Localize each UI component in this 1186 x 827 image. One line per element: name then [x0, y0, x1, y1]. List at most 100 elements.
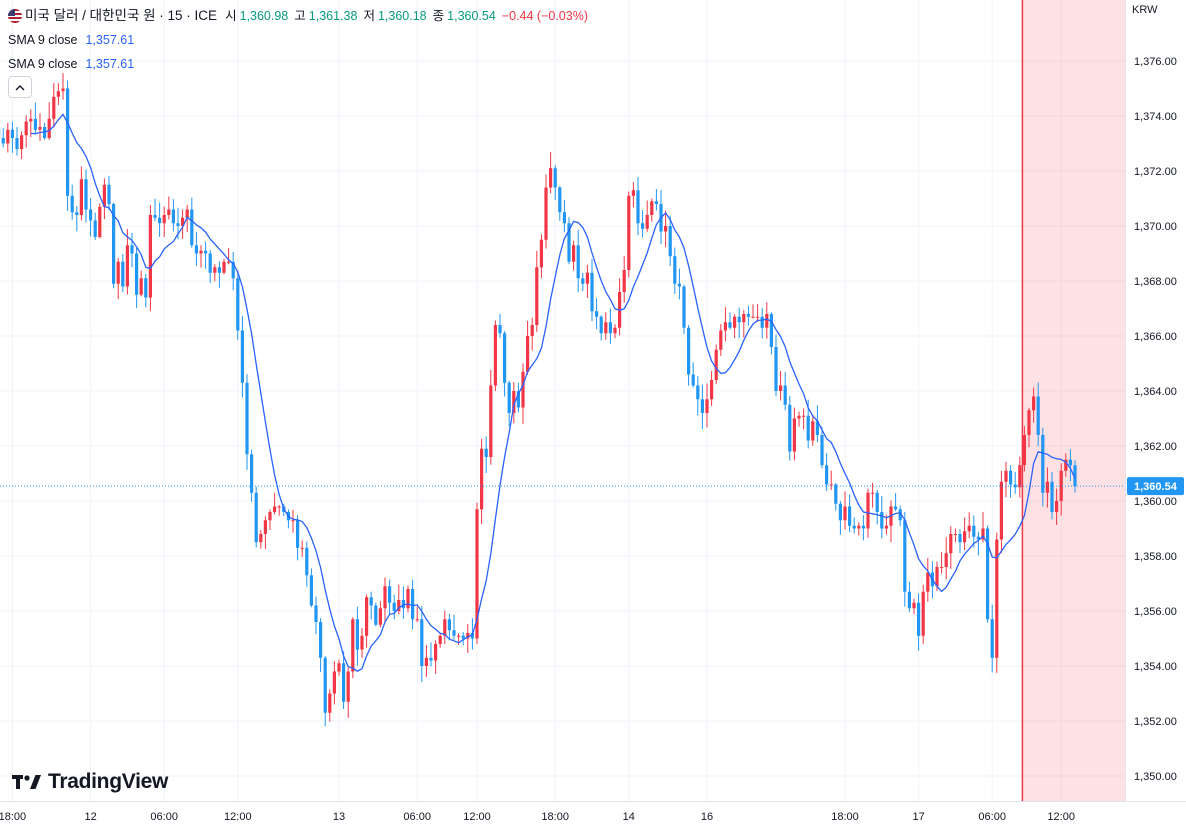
candle-body: [411, 589, 415, 620]
candle-body: [995, 539, 999, 658]
candle-body: [779, 385, 783, 391]
candle-body: [240, 330, 244, 383]
candle-body: [231, 261, 235, 279]
candle-body: [365, 597, 369, 636]
symbol-legend-row[interactable]: 미국 달러 / 대한민국 원 · 15 · ICE 시 1,360.98 고 1…: [8, 4, 594, 28]
candle-body: [1055, 501, 1059, 512]
candle-body: [452, 630, 456, 636]
candle-body: [797, 415, 801, 419]
candle-body: [369, 597, 373, 606]
symbol-title[interactable]: 미국 달러 / 대한민국 원 · 15 · ICE: [25, 8, 218, 23]
price-tick-label: 1,372.00: [1134, 166, 1177, 178]
candle-body: [167, 209, 171, 215]
candle-body: [636, 190, 640, 224]
candle-body: [61, 88, 65, 92]
candle-body: [1073, 465, 1077, 487]
candle-body: [424, 657, 428, 666]
price-tick-label: 1,358.00: [1134, 551, 1177, 563]
candle-body: [199, 250, 203, 254]
candle-body: [553, 168, 557, 188]
watermark-text: TradingView: [48, 770, 169, 793]
candle-body: [921, 591, 925, 636]
indicator-legend-row[interactable]: SMA 9 close 1,357.61: [8, 28, 594, 52]
candles: [0, 73, 1077, 727]
candle-body: [815, 421, 819, 435]
candle-body: [250, 454, 254, 493]
candle-body: [480, 448, 484, 510]
candle-body: [475, 509, 479, 639]
candle-body: [843, 506, 847, 521]
price-tick-label: 1,374.00: [1134, 111, 1177, 123]
sma-lines: [30, 113, 1076, 672]
currency-label[interactable]: KRW: [1132, 4, 1158, 16]
candle-body: [691, 374, 695, 386]
candle-body: [687, 327, 691, 375]
candle-body: [158, 217, 162, 224]
candle-body: [549, 168, 553, 188]
candle-body: [300, 547, 304, 549]
candle-body: [1041, 435, 1045, 493]
candle-body: [107, 184, 111, 204]
change-value: −0.44 (−0.03%): [501, 9, 588, 23]
price-axis[interactable]: 1,376.00 1,374.00 1,372.00 1,370.00 1,368.00…: [1134, 56, 1177, 783]
candle-body: [337, 663, 341, 672]
candle-body: [926, 572, 930, 592]
candle-body: [153, 215, 157, 218]
high-label: 고: [294, 9, 306, 23]
candle-body: [512, 391, 516, 413]
tradingview-watermark[interactable]: TradingView: [12, 770, 168, 794]
candle-body: [273, 506, 277, 512]
candle-body: [723, 322, 727, 331]
candle-body: [6, 129, 10, 144]
candle-body: [654, 201, 658, 204]
candle-body: [342, 663, 346, 702]
candle-body: [608, 322, 612, 334]
time-tick-label: 12: [84, 811, 96, 823]
candle-body: [737, 316, 741, 323]
candle-body: [898, 509, 902, 521]
candle-body: [907, 591, 911, 609]
candle-body: [838, 503, 842, 521]
candle-body: [871, 492, 875, 494]
candle-body: [696, 385, 700, 400]
candle-body: [89, 209, 93, 221]
candle-body: [733, 316, 737, 328]
high-value: 1,361.38: [308, 9, 358, 23]
candle-body: [806, 415, 810, 441]
sma-label[interactable]: SMA 9 close: [8, 33, 78, 47]
sma-value: 1,357.61: [85, 57, 135, 71]
candle-body: [641, 223, 645, 229]
candle-body: [213, 267, 217, 273]
candle-body: [434, 644, 438, 661]
us-flag-icon: [8, 9, 22, 23]
time-axis[interactable]: 18:00 12 06:00 12:00 13 06:00 12:00 18:00 14 16 18…: [0, 811, 1075, 823]
candle-body: [351, 619, 355, 672]
candle-body: [875, 492, 879, 512]
collapse-legend-button[interactable]: [8, 76, 32, 98]
candle-body: [314, 605, 318, 622]
candle-body: [194, 245, 198, 254]
sma-label[interactable]: SMA 9 close: [8, 57, 78, 71]
candle-body: [102, 184, 106, 207]
candle-body: [802, 415, 806, 417]
price-tick-label: 1,360.00: [1134, 496, 1177, 508]
candle-body: [963, 531, 967, 543]
candle-body: [627, 195, 631, 270]
candle-body: [56, 91, 60, 97]
candle-body: [1045, 481, 1049, 493]
time-tick-label: 12:00: [463, 811, 491, 823]
candle-body: [98, 206, 102, 237]
candle-body: [33, 118, 37, 130]
candle-body: [544, 187, 548, 240]
candle-body: [710, 380, 714, 400]
candle-body: [825, 465, 829, 485]
price-tick-label: 1,350.00: [1134, 771, 1177, 783]
candle-body: [1009, 470, 1013, 485]
candle-body: [622, 270, 626, 292]
candle-body: [719, 330, 723, 350]
indicator-legend-row[interactable]: SMA 9 close 1,357.61: [8, 52, 594, 76]
candle-body: [990, 619, 994, 658]
candle-body: [79, 179, 83, 215]
